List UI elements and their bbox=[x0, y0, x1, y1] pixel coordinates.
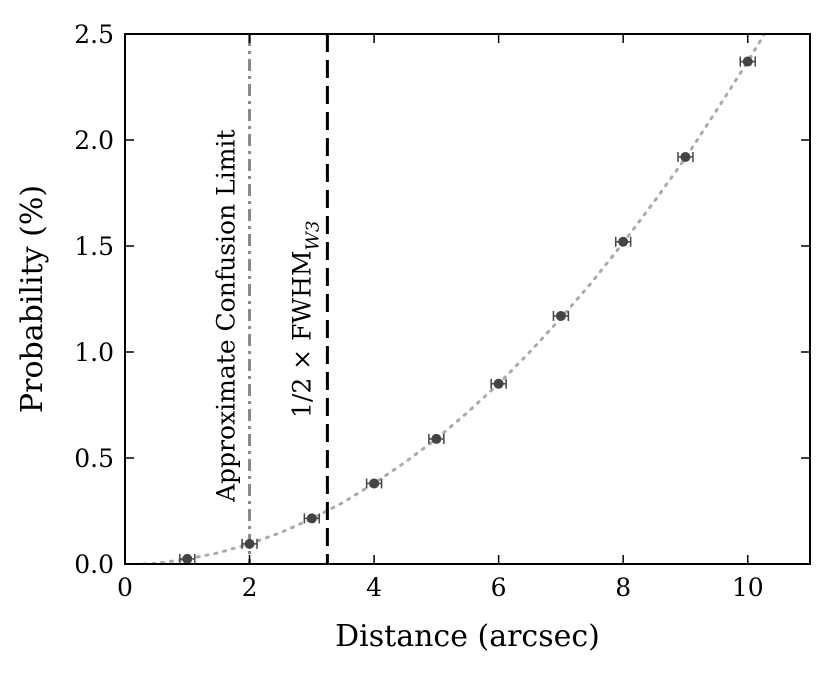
data-point bbox=[428, 433, 445, 444]
x-tick-label: 0 bbox=[117, 573, 133, 602]
fwhm-label: 1/2 × FWHMW3 bbox=[287, 221, 323, 418]
data-point bbox=[739, 56, 756, 67]
data-points-layer bbox=[179, 56, 756, 564]
y-tick-label: 1.5 bbox=[74, 232, 114, 261]
point-marker bbox=[369, 478, 380, 489]
x-axis-title: Distance (arcsec) bbox=[335, 619, 600, 654]
y-tick-label: 1.0 bbox=[74, 338, 114, 367]
y-tick-label: 2.0 bbox=[74, 126, 114, 155]
y-axis-title: Probability (%) bbox=[15, 185, 50, 413]
fit-curve-layer bbox=[142, 34, 767, 564]
y-tick-label: 0.5 bbox=[74, 444, 114, 473]
x-tick-label: 4 bbox=[366, 573, 382, 602]
point-marker bbox=[431, 433, 442, 444]
fit-curve-line bbox=[142, 34, 767, 564]
confusion-limit-label: Approximate Confusion Limit bbox=[212, 130, 241, 503]
data-point bbox=[552, 310, 570, 321]
data-point bbox=[303, 513, 321, 524]
x-tick-label: 2 bbox=[242, 573, 258, 602]
fwhm-label-main: 1/2 × FWHM bbox=[287, 250, 316, 418]
point-marker bbox=[555, 310, 566, 321]
data-point bbox=[179, 553, 196, 564]
point-marker bbox=[306, 513, 317, 524]
x-tick-label: 10 bbox=[732, 573, 764, 602]
x-tick-label: 6 bbox=[491, 573, 507, 602]
data-point bbox=[365, 478, 383, 489]
point-marker bbox=[680, 151, 691, 162]
x-tick-label: 8 bbox=[615, 573, 631, 602]
data-point bbox=[490, 378, 507, 389]
plot-frame bbox=[124, 33, 811, 565]
data-point bbox=[241, 538, 258, 549]
fwhm-label-subscript: W3 bbox=[302, 221, 323, 251]
data-point bbox=[614, 236, 632, 247]
y-tick-label: 2.5 bbox=[74, 20, 114, 49]
data-point bbox=[677, 151, 694, 162]
y-tick-label: 0.0 bbox=[74, 550, 114, 579]
point-marker bbox=[742, 56, 753, 67]
point-marker bbox=[493, 378, 504, 389]
point-marker bbox=[244, 538, 255, 549]
reference-lines-layer bbox=[248, 34, 329, 564]
point-marker bbox=[618, 236, 629, 247]
point-marker bbox=[182, 553, 193, 564]
axis-ticks-layer: 0 2 4 6 8 10 0.0 0.5 1.0 1.5 2.0 2.5 bbox=[74, 20, 810, 602]
